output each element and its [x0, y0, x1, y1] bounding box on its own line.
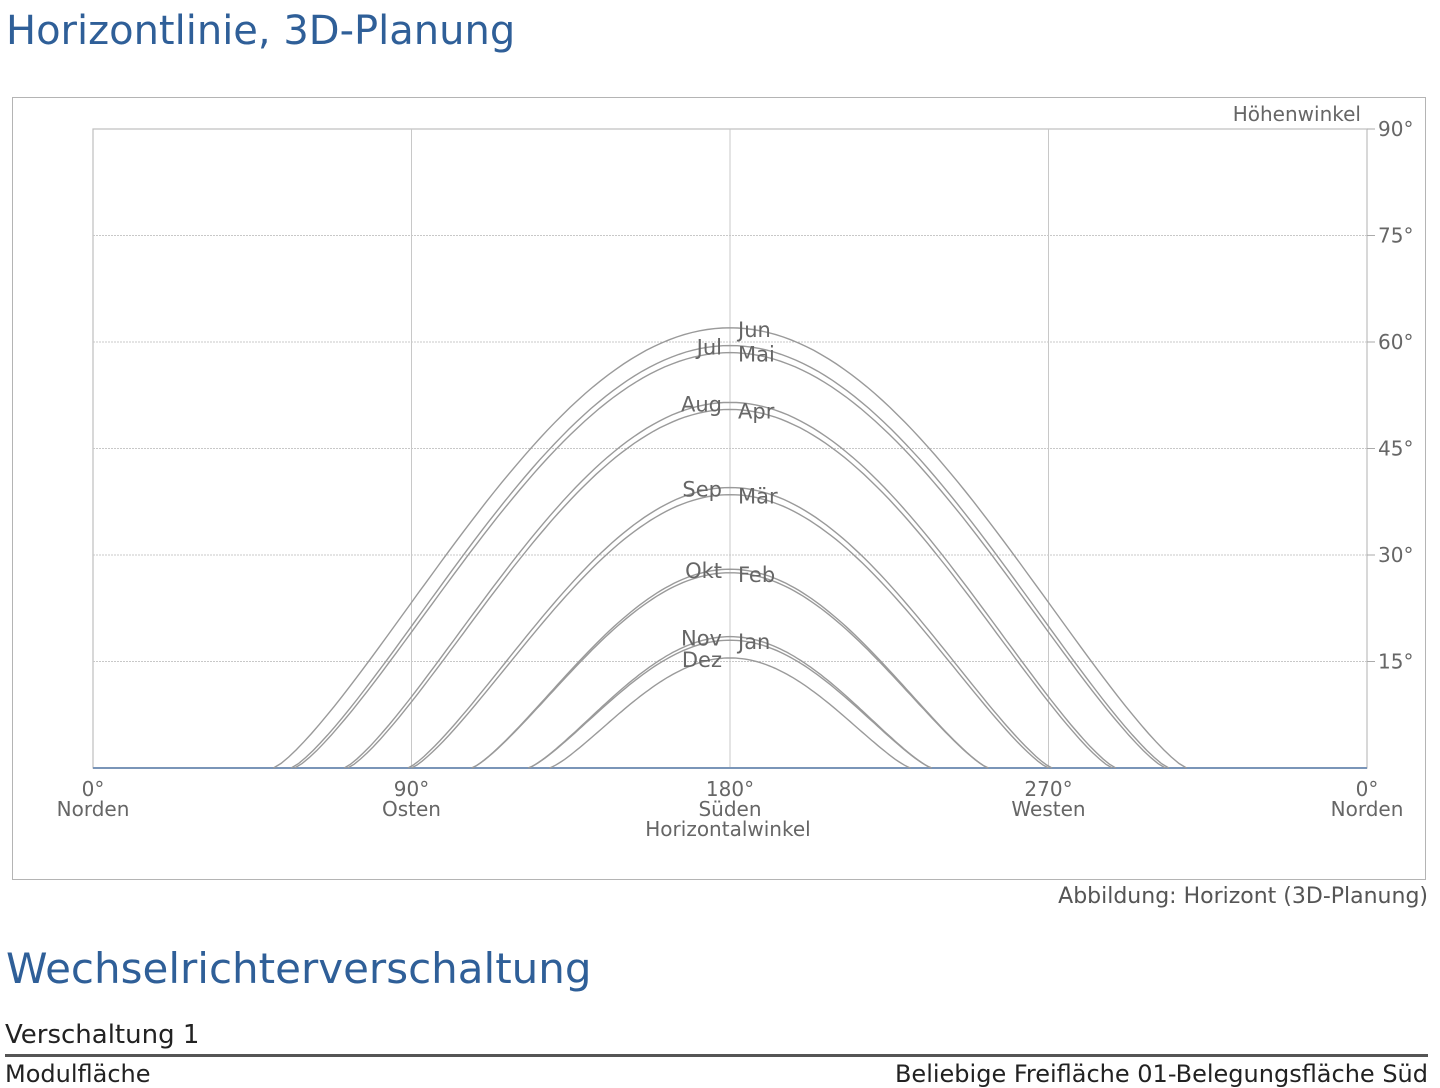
- section-title: Wechselrichterverschaltung: [6, 944, 592, 993]
- series-label: Aug: [681, 392, 722, 416]
- series-label: Mai: [738, 343, 775, 367]
- y-tick-label: 45°: [1378, 437, 1413, 461]
- series-label: Nov: [681, 627, 722, 651]
- sun-path-sep: [407, 486, 1053, 769]
- figure-caption: Abbildung: Horizont (3D-Planung): [1058, 884, 1428, 909]
- subsection-title: Verschaltung 1: [5, 1020, 200, 1050]
- sun-path-okt: [471, 568, 989, 769]
- x-tick-direction: Westen: [1011, 797, 1085, 821]
- sun-path-mär: [411, 493, 1049, 769]
- series-label: Feb: [738, 563, 775, 587]
- x-tick-label: 270°: [1024, 777, 1072, 801]
- y-tick-label: 15°: [1378, 650, 1413, 674]
- table-value: Beliebige Freifläche 01-Belegungsfläche …: [894, 1060, 1428, 1088]
- sun-path-jul: [290, 344, 1170, 769]
- y-tick-label: 75°: [1378, 224, 1413, 248]
- y-tick-label: 30°: [1378, 543, 1413, 567]
- series-label: Apr: [738, 399, 775, 423]
- series-label: Jan: [736, 630, 770, 654]
- sun-path-dez: [549, 657, 911, 769]
- page-title: Horizontlinie, 3D-Planung: [6, 8, 516, 54]
- series-label: Jun: [736, 318, 771, 342]
- series-label: Sep: [682, 478, 722, 502]
- sun-path-jun: [273, 327, 1187, 769]
- x-axis-title: Horizontalwinkel: [645, 817, 810, 841]
- sun-path-apr: [347, 408, 1113, 769]
- sun-path-aug: [343, 401, 1117, 769]
- sun-path-feb: [471, 572, 989, 769]
- series-label: Jul: [695, 336, 722, 360]
- sun-path-mai: [294, 351, 1166, 769]
- series-label: Dez: [682, 648, 722, 672]
- sun-path-chart: 15°30°45°60°75°90°0°Norden90°Osten180°Sü…: [57, 102, 1414, 841]
- y-tick-label: 60°: [1378, 330, 1413, 354]
- y-axis-title: Höhenwinkel: [1233, 102, 1361, 126]
- sun-paths: [273, 327, 1187, 769]
- x-tick-direction: Osten: [382, 797, 441, 821]
- sun-path-nov: [528, 635, 932, 769]
- series-label: Mär: [738, 485, 778, 509]
- x-tick-direction: Norden: [1331, 797, 1404, 821]
- chart-frame: 15° 30° 45° 60° 75° 90° 0° Norden 90° Osten 180° Sü…: [12, 97, 1426, 880]
- y-tick-label: 90°: [1378, 117, 1413, 141]
- x-tick-label: 180°: [706, 777, 754, 801]
- x-tick-label: 0°: [1356, 777, 1379, 801]
- x-tick-label: 90°: [394, 777, 429, 801]
- sun-path-jan: [528, 639, 932, 769]
- x-tick-direction: Süden: [698, 797, 761, 821]
- labels: 15°30°45°60°75°90°0°Norden90°Osten180°Sü…: [57, 102, 1414, 841]
- series-label: Okt: [685, 559, 722, 583]
- x-tick-label: 0°: [82, 777, 105, 801]
- divider: [5, 1054, 1428, 1057]
- grid: [92, 128, 1375, 769]
- x-tick-direction: Norden: [57, 797, 130, 821]
- table-label: Modulfläche: [5, 1060, 151, 1088]
